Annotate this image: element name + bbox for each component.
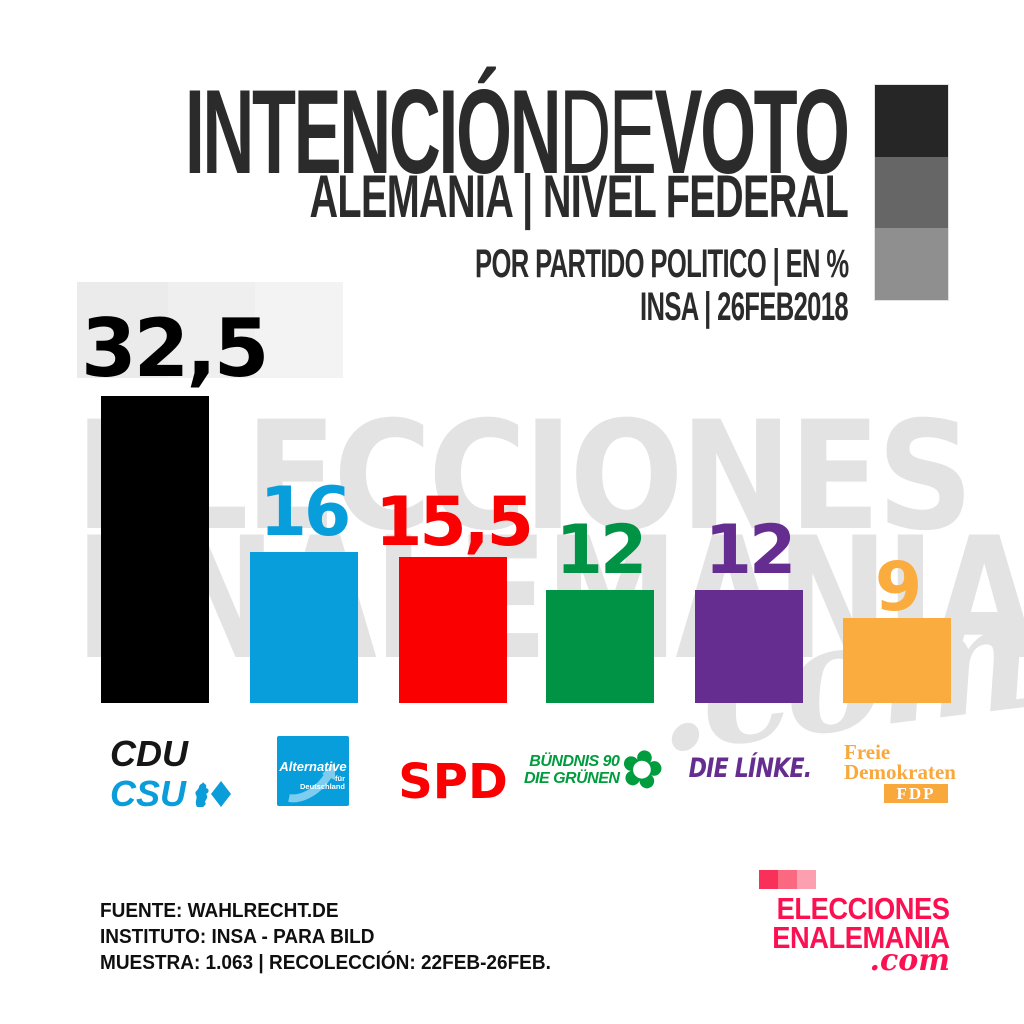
gruene-logo: BÜNDNIS 90 DIE GRÜNEN ✿ <box>524 737 670 803</box>
gruene-sunflower-icon: ✿ <box>614 737 670 803</box>
cdu-logo-text: CDU <box>110 733 188 774</box>
page-subtitle: ALEMANIA | NIVEL FEDERAL <box>309 163 848 230</box>
decor-block-3 <box>255 282 343 378</box>
brand-square-2 <box>778 870 797 889</box>
meta-line-partido: POR PARTIDO POLITICO | EN % <box>474 242 849 286</box>
page-title: INTENCIÓNDEVOTO <box>185 72 850 192</box>
linke-logo: DIE LÍNKE. <box>688 753 813 784</box>
afd-logo-text: Alternative <box>279 759 347 774</box>
brand-elecciones: ELECCIONES <box>777 891 950 926</box>
brand-dotcom: .com <box>869 943 950 978</box>
afd-logo-subtext: für Deutschland <box>300 775 345 791</box>
bar-column-cdu-csu: 32,5 <box>81 309 269 703</box>
afd-logo: Alternative für Deutschland <box>277 736 349 806</box>
germany-flag-grayscale <box>874 84 949 301</box>
bar-column-spd: 15,5 <box>375 489 534 703</box>
bar-value-fdp: 9 <box>874 548 922 627</box>
cdu-csu-logo: CDU CSU <box>110 733 233 814</box>
brand-enalemania: ENALEMANIA <box>772 920 951 955</box>
csu-lion-and-diamond-icon <box>195 781 232 807</box>
brand-squares-icon <box>759 870 816 889</box>
fdp-logo-freie: Freie <box>844 740 891 764</box>
afd-logo-deutschland: Deutschland <box>299 782 345 791</box>
source-footer: FUENTE: WAHLRECHT.DE INSTITUTO: INSA - P… <box>100 898 551 976</box>
bar-gruene <box>546 590 654 703</box>
fdp-logo-demokraten: Demokraten <box>844 760 956 784</box>
afd-logo-fuer: für <box>335 774 345 783</box>
bar-spd <box>399 557 507 703</box>
brand-square-3 <box>797 870 816 889</box>
title-part-intencion: INTENCIÓN <box>185 65 562 199</box>
footer-source-line: FUENTE: WAHLRECHT.DE <box>100 900 339 922</box>
footer-sample-line: MUESTRA: 1.063 | RECOLECCIÓN: 22FEB-26FE… <box>100 952 551 974</box>
meta-line-insa-date: INSA | 26FEB2018 <box>640 285 849 329</box>
brand-square-1 <box>759 870 778 889</box>
title-part-voto: VOTO <box>654 65 851 199</box>
bar-cdu-csu <box>101 396 209 703</box>
bar-column-afd: 16 <box>230 473 378 703</box>
flag-stripe-top <box>875 85 948 157</box>
gruene-logo-line1: BÜNDNIS 90 <box>529 753 620 770</box>
bar-column-linke: 12 <box>675 511 823 703</box>
fdp-logo-box: FDP <box>884 784 948 803</box>
fdp-logo: Freie Demokraten FDP <box>844 740 956 803</box>
gruene-logo-text: BÜNDNIS 90 DIE GRÜNEN <box>523 753 620 787</box>
flag-stripe-bottom <box>875 228 948 300</box>
footer-institute-line: INSTITUTO: INSA - PARA BILD <box>100 926 375 948</box>
afd-arrow-icon <box>288 762 335 803</box>
bar-value-linke: 12 <box>704 511 797 590</box>
decor-gray-blocks <box>77 282 343 378</box>
flag-stripe-middle <box>875 156 948 229</box>
bar-fdp <box>843 618 951 703</box>
gruene-logo-line2: DIE GRÜNEN <box>523 770 620 787</box>
fdp-logo-box-text: FDP <box>896 784 936 803</box>
bar-column-gruene: 12 <box>526 511 674 703</box>
bar-value-spd: 15,5 <box>375 483 534 562</box>
bar-value-gruene: 12 <box>555 511 648 590</box>
bar-value-afd: 16 <box>259 473 352 552</box>
bar-afd <box>250 552 358 703</box>
csu-logo-text: CSU <box>110 773 187 814</box>
decor-block-1 <box>77 282 168 378</box>
bar-column-fdp: 9 <box>823 548 971 703</box>
bar-linke <box>695 590 803 703</box>
decor-block-2 <box>168 282 255 378</box>
title-part-de: DE <box>559 65 658 199</box>
spd-logo: SPD <box>398 754 508 810</box>
watermark-line1: ELECCIONES <box>75 390 974 564</box>
bar-value-cdu-csu: 32,5 <box>81 302 269 395</box>
